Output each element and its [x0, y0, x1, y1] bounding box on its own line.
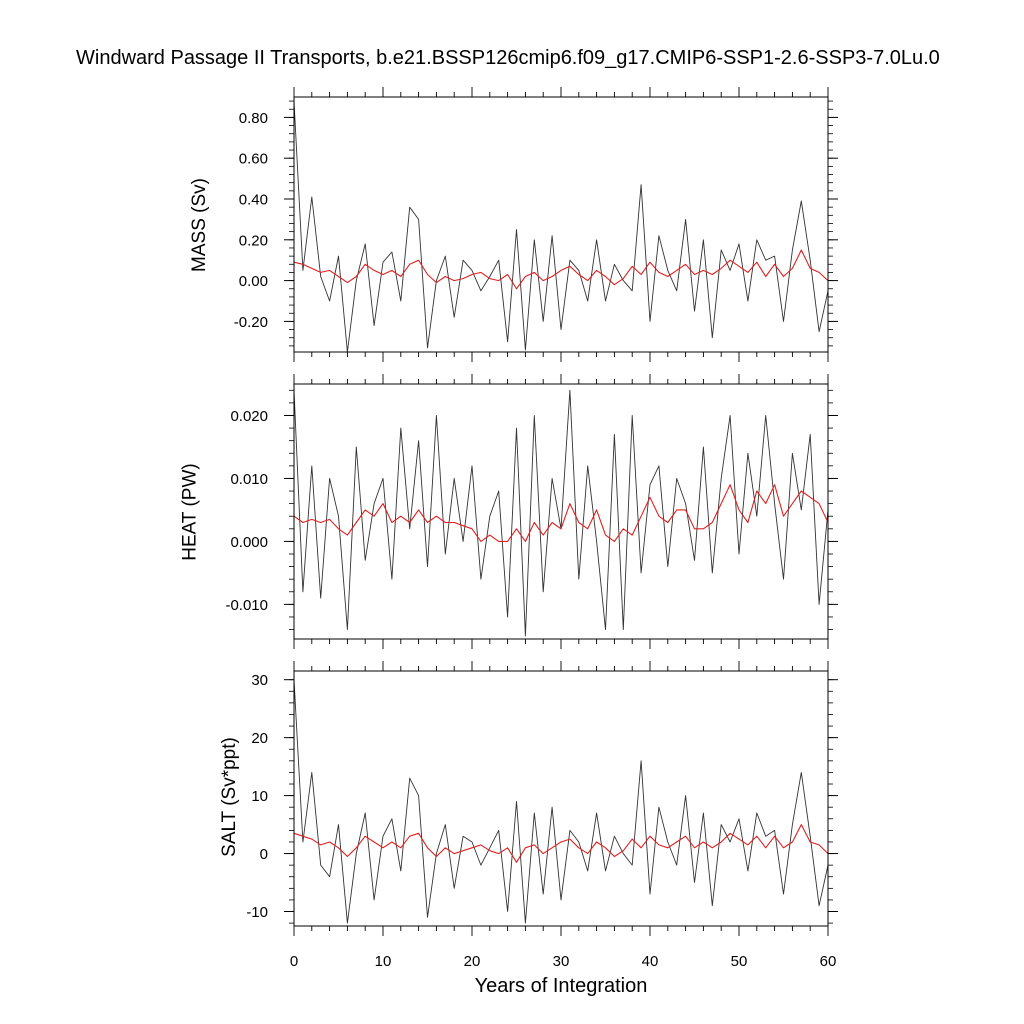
heat-axis-label: HEAT (PW) [179, 463, 201, 561]
mass-y-tick-label: -0.20 [234, 314, 268, 331]
mass-y-tick-label: 0.80 [239, 110, 268, 127]
salt-y-tick-label: 0 [260, 846, 268, 863]
heat-y-tick-label: 0.020 [230, 408, 268, 425]
heat-annual-mean-line [293, 484, 829, 542]
x-tick-label: 30 [553, 953, 570, 970]
mass-panel: -0.20 0.00 0.20 0.40 0.60 0.80 [234, 87, 838, 362]
salt-y-tick-label: -10 [246, 904, 268, 921]
salt-y-tick-label: 10 [251, 788, 268, 805]
mass-y-tick-label: 0.40 [239, 192, 268, 209]
x-tick-label: 20 [464, 953, 481, 970]
heat-y-tick-label: -0.010 [225, 597, 268, 614]
mass-annual-mean-line [293, 249, 829, 290]
x-tick-label: 0 [290, 953, 298, 970]
salt-annual-mean-line [293, 824, 829, 863]
mass-y-tick-label: 0.60 [239, 151, 268, 168]
chart-panels: -0.20 0.00 0.20 0.40 0.60 0.80 -0.010 0.000 0.01… [225, 87, 838, 970]
mass-axis-label: MASS (Sv) [188, 178, 210, 272]
mass-monthly-line [293, 101, 829, 353]
salt-monthly-line [293, 679, 829, 924]
mass-y-tick-label: 0.00 [239, 273, 268, 290]
heat-plot-frame [293, 383, 829, 640]
salt-y-tick-label: 30 [251, 672, 268, 689]
x-tick-label: 60 [820, 953, 837, 970]
heat-y-tick-label: 0.000 [230, 534, 268, 551]
salt-plot-frame [293, 670, 829, 927]
chart-title: Windward Passage II Transports, b.e21.BS… [76, 47, 940, 69]
x-tick-label: 10 [375, 953, 392, 970]
salt-axis-label: SALT (Sv*ppt) [218, 737, 240, 857]
salt-panel: -10 0 10 20 30 [246, 661, 838, 936]
x-tick-label: 50 [731, 953, 748, 970]
mass-y-tick-label: 0.20 [239, 232, 268, 249]
salt-y-tick-label: 20 [251, 730, 268, 747]
heat-y-tick-label: 0.010 [230, 471, 268, 488]
mass-plot-frame [293, 96, 829, 353]
x-axis-label: Years of Integration [474, 975, 648, 997]
heat-monthly-line [293, 389, 829, 637]
x-tick-label: 40 [642, 953, 659, 970]
heat-panel: -0.010 0.000 0.010 0.020 [225, 374, 838, 649]
